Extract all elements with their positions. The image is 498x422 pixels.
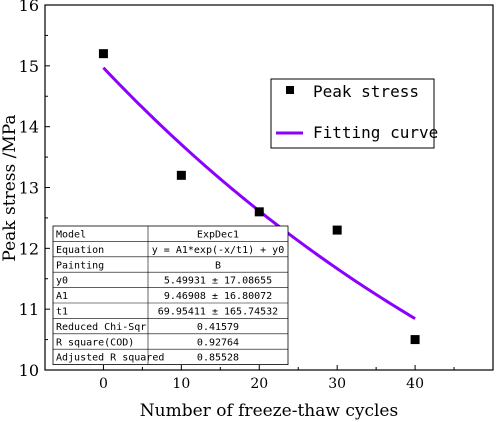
data-point: [98, 49, 108, 59]
y-tick-label: 14: [19, 118, 39, 137]
y-tick-label: 12: [19, 239, 39, 258]
table-cell-label: Reduced Chi-Sqr: [56, 322, 146, 333]
y-tick-label: 15: [19, 57, 39, 76]
table-cell-value: 5.49931 ± 17.08655: [164, 276, 272, 287]
legend-label-peak-stress: Peak stress: [313, 82, 419, 101]
x-axis-label: Number of freeze-thaw cycles: [140, 401, 398, 421]
table-cell-value: 9.46908 ± 16.80072: [164, 291, 272, 302]
y-tick-label: 13: [19, 179, 39, 198]
table-cell-label: Model: [56, 230, 86, 241]
x-tick-label: 0: [99, 376, 108, 392]
table-cell-label: A1: [56, 291, 68, 302]
y-tick-label: 16: [19, 0, 39, 15]
y-tick-label: 10: [19, 361, 39, 380]
data-point: [254, 207, 264, 217]
table-cell-value: 0.85528: [197, 353, 239, 364]
data-point: [410, 335, 420, 345]
table-cell-label: R square(COD): [56, 337, 134, 348]
legend-label-fitting-curve: Fitting curve: [313, 123, 438, 142]
table-cell-value: 0.92764: [197, 337, 239, 348]
data-point: [332, 225, 342, 235]
x-tick-label: 30: [328, 376, 346, 392]
table-cell-value: y = A1*exp(-x/t1) + y0: [152, 245, 284, 256]
table-cell-value: 69.95411 ± 165.74532: [158, 307, 278, 318]
table-cell-value: 0.41579: [197, 322, 239, 333]
legend: Peak stress Fitting curve: [270, 78, 438, 149]
legend-box: [270, 78, 435, 149]
y-tick-label: 11: [19, 300, 39, 319]
data-points: [98, 49, 420, 345]
table-cell-label: Equation: [56, 245, 104, 256]
table-cell-value: B: [215, 260, 221, 271]
table-cell-label: y0: [56, 276, 68, 287]
fit-parameter-table: Model ExpDec1 Equation y = A1*exp(-x/t1) + …: [52, 225, 289, 366]
tick-labels: 0 10 20 30 40 10 11 12 13 14 15 16: [19, 0, 424, 392]
x-tick-label: 20: [250, 376, 268, 392]
legend-marker-peak-stress: [286, 86, 294, 94]
table-cell-label: t1: [56, 307, 68, 318]
data-point: [176, 170, 186, 180]
y-axis-label: Peak stress /MPa: [0, 114, 20, 261]
table-frame: [52, 225, 289, 366]
x-tick-label: 10: [172, 376, 190, 392]
table-cell-label: Painting: [56, 260, 104, 271]
x-tick-label: 40: [406, 376, 424, 392]
table-cell-label: Adjusted R squared: [56, 353, 164, 364]
ticks: [45, 4, 455, 371]
table-cell-value: ExpDec1: [197, 230, 239, 241]
